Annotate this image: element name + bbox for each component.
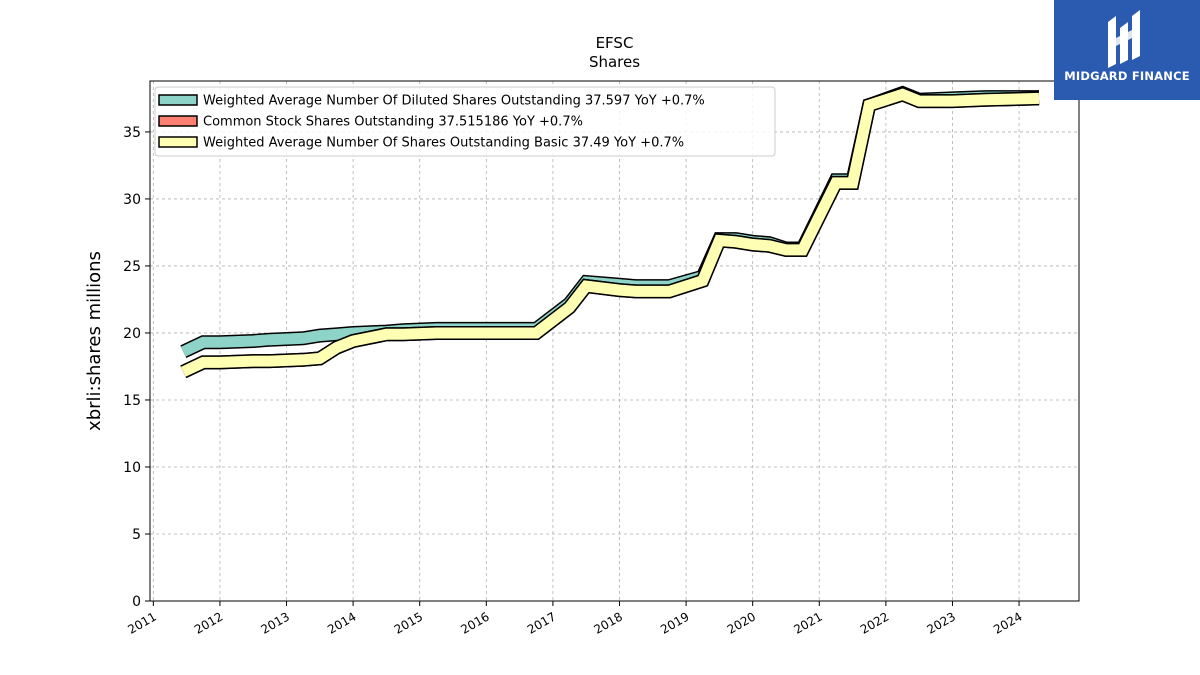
logo-text: MIDGARD FINANCE (1064, 69, 1190, 83)
x-tick-label: 2019 (658, 609, 691, 636)
midgard-logo-icon (1108, 10, 1140, 68)
y-tick-label: 20 (123, 326, 141, 342)
x-tick-label: 2011 (125, 609, 158, 636)
legend-entry: Weighted Average Number Of Diluted Share… (203, 94, 705, 109)
y-tick-label: 35 (123, 125, 141, 141)
x-tick-label: 2020 (725, 609, 758, 636)
y-tick-label: 15 (123, 393, 141, 409)
legend-entry: Common Stock Shares Outstanding 37.51518… (203, 115, 583, 130)
x-tick-label: 2014 (325, 609, 358, 636)
legend-swatch (158, 94, 198, 106)
legend: Weighted Average Number Of Diluted Share… (154, 86, 776, 157)
series-line (180, 88, 1040, 377)
legend-entry: Weighted Average Number Of Shares Outsta… (203, 136, 684, 151)
series-lines (180, 85, 1040, 379)
y-tick-label: 30 (123, 192, 141, 208)
legend-box (154, 86, 776, 157)
legend-swatch (158, 115, 198, 127)
x-tick-label: 2024 (991, 609, 1024, 636)
x-tick-label: 2015 (392, 609, 425, 636)
grid (150, 81, 1079, 602)
chart-subtitle: Shares (589, 53, 640, 71)
x-tick-label: 2018 (592, 609, 625, 636)
x-axis: 2011 2012 2013 2014 2015 2016 2017 2018 2019 2020… (125, 601, 1025, 637)
plot-frame (149, 80, 1080, 602)
x-tick-label: 2016 (458, 609, 491, 636)
x-tick-label: 2013 (259, 609, 292, 636)
x-tick-label: 2023 (925, 609, 958, 636)
y-tick-label: 10 (123, 460, 141, 476)
series-3 (180, 86, 1040, 379)
chart-title: EFSC (596, 34, 634, 52)
legend-swatch (158, 136, 198, 148)
midgard-finance-logo: MIDGARD FINANCE (1054, 0, 1200, 100)
y-tick-label: 0 (132, 594, 141, 610)
y-tick-label: 25 (123, 259, 141, 275)
x-tick-label: 2022 (858, 609, 891, 636)
y-axis: 0 5 10 15 20 25 30 35 (123, 125, 150, 610)
y-axis-label: xbrli:shares millions (84, 251, 105, 431)
x-tick-label: 2017 (525, 609, 558, 636)
y-tick-label: 5 (132, 527, 141, 543)
x-tick-label: 2021 (791, 609, 824, 636)
x-tick-label: 2012 (192, 609, 225, 636)
